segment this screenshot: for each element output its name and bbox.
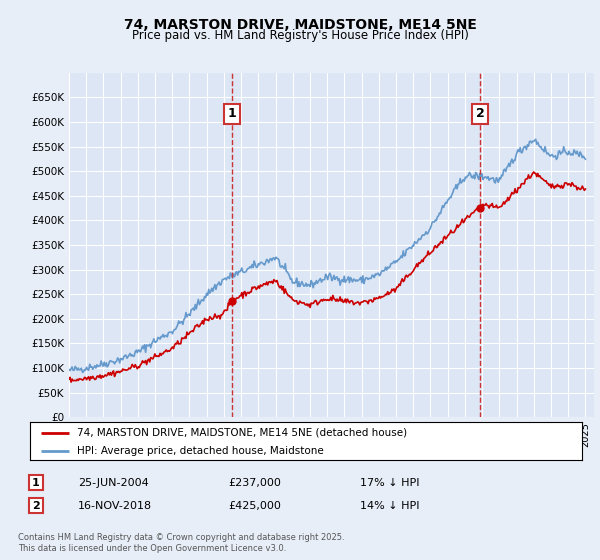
Text: 14% ↓ HPI: 14% ↓ HPI xyxy=(360,501,419,511)
Text: 1: 1 xyxy=(228,107,236,120)
Text: HPI: Average price, detached house, Maidstone: HPI: Average price, detached house, Maid… xyxy=(77,446,323,456)
Text: 74, MARSTON DRIVE, MAIDSTONE, ME14 5NE (detached house): 74, MARSTON DRIVE, MAIDSTONE, ME14 5NE (… xyxy=(77,428,407,438)
Text: 2: 2 xyxy=(476,107,484,120)
Text: 2: 2 xyxy=(32,501,40,511)
Text: 17% ↓ HPI: 17% ↓ HPI xyxy=(360,478,419,488)
Text: 16-NOV-2018: 16-NOV-2018 xyxy=(78,501,152,511)
Text: Contains HM Land Registry data © Crown copyright and database right 2025.
This d: Contains HM Land Registry data © Crown c… xyxy=(18,533,344,553)
Text: 74, MARSTON DRIVE, MAIDSTONE, ME14 5NE: 74, MARSTON DRIVE, MAIDSTONE, ME14 5NE xyxy=(124,18,476,32)
Text: 1: 1 xyxy=(32,478,40,488)
Text: 25-JUN-2004: 25-JUN-2004 xyxy=(78,478,149,488)
Text: Price paid vs. HM Land Registry's House Price Index (HPI): Price paid vs. HM Land Registry's House … xyxy=(131,29,469,42)
Text: £237,000: £237,000 xyxy=(228,478,281,488)
Text: £425,000: £425,000 xyxy=(228,501,281,511)
